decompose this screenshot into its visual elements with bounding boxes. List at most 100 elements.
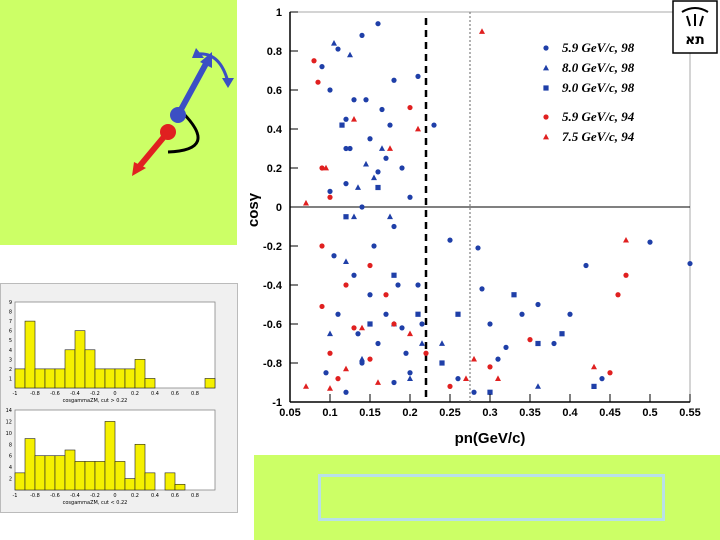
data-point	[447, 237, 453, 243]
data-point	[375, 184, 381, 191]
data-point	[615, 292, 621, 298]
blue-vector-arrow	[175, 58, 211, 117]
legend-marker	[543, 114, 549, 120]
x-tick-label: 0.45	[599, 407, 620, 419]
hist-x-tick: -0.6	[50, 493, 60, 499]
data-point	[343, 365, 349, 372]
histogram-2: -1 -0.8 -0.6 -0.4 -0.2 0 0.2 0.4 0.6 0.8 2 4 6 8 10 12 1…	[6, 408, 216, 506]
data-point	[407, 104, 413, 111]
data-point	[535, 301, 541, 308]
legend-label: 9.0 GeV/c, 98	[562, 80, 635, 95]
x-tick-label: 0.4	[562, 407, 578, 419]
green-panel-bottom	[254, 455, 720, 540]
data-point	[559, 331, 565, 337]
y-tick-label: 0.2	[267, 163, 282, 175]
data-point	[391, 77, 397, 83]
data-point	[375, 169, 381, 175]
data-point	[375, 379, 381, 385]
hist-x-tick: -0.6	[50, 391, 60, 397]
data-point	[391, 272, 397, 278]
data-point	[487, 389, 493, 395]
data-point	[331, 253, 337, 259]
data-point	[367, 321, 373, 327]
hist-y-tick: 8	[9, 442, 12, 448]
data-point	[423, 350, 429, 356]
hist-x-tick: 0	[113, 391, 116, 397]
hist-bar	[114, 461, 126, 491]
legend-label: 5.9 GeV/c, 94	[562, 109, 635, 124]
data-point	[475, 245, 481, 251]
hist-x-tick: -0.2	[90, 391, 100, 397]
data-point	[455, 376, 461, 382]
hist-y-tick: 2	[9, 367, 12, 373]
data-point	[327, 330, 333, 337]
data-point	[479, 286, 485, 292]
hist-bar	[144, 378, 156, 389]
histograms-svg: -1 -0.8 -0.6 -0.4 -0.2 0 0.2 0.4 0.6 0.8123456789…	[6, 300, 216, 506]
data-point	[327, 350, 333, 356]
data-point	[419, 321, 425, 327]
data-point	[311, 58, 317, 64]
data-point	[367, 292, 373, 298]
data-point	[323, 370, 329, 376]
red-particle	[160, 124, 176, 140]
data-point	[347, 145, 353, 152]
logo-icon: תא	[672, 0, 718, 54]
hist-x-tick: 0.4	[151, 391, 159, 397]
y-tick-label: 0.4	[267, 124, 283, 136]
red-arrowhead	[132, 162, 146, 176]
x-tick-label: 0.3	[482, 407, 497, 419]
data-point	[511, 292, 517, 298]
y-tick-label: -0.4	[263, 280, 283, 292]
hist-bar	[174, 483, 186, 491]
data-point	[415, 73, 421, 79]
hist-y-tick: 6	[9, 454, 12, 460]
histogram-panel: -1 -0.8 -0.6 -0.4 -0.2 0 0.2 0.4 0.6 0.8 1 2 3 4 5 6 7 8 9…	[0, 283, 238, 513]
y-axis-title: cosγ	[245, 192, 262, 227]
x-tick-label: 0.5	[642, 407, 657, 419]
hist-x-tick: 0.6	[171, 391, 179, 397]
hist-y-tick: 8	[9, 310, 12, 316]
data-point	[623, 272, 629, 278]
angle-diagram	[132, 48, 234, 176]
data-point	[479, 28, 485, 34]
university-logo: תא	[672, 0, 718, 54]
rotation-arrowhead-top	[192, 48, 204, 58]
x-tick-label: 0.2	[402, 407, 417, 419]
hist-title: cosgammaZM, cut < 0.22	[63, 500, 128, 506]
data-point	[407, 375, 413, 381]
data-point	[319, 243, 325, 249]
hist-x-tick: -1	[13, 493, 18, 499]
data-point	[407, 194, 413, 200]
hist-bar	[164, 472, 176, 491]
data-point	[343, 145, 349, 152]
data-point	[407, 370, 413, 376]
data-point	[395, 282, 401, 288]
y-tick-label: 0	[276, 202, 282, 214]
legend-marker	[543, 64, 549, 71]
data-point	[407, 330, 413, 337]
data-point	[487, 321, 493, 327]
data-point	[415, 282, 421, 288]
hist-x-tick: 0	[113, 493, 116, 499]
data-point	[647, 239, 653, 245]
data-point	[527, 337, 533, 343]
data-point	[367, 136, 373, 142]
hist-bar	[134, 359, 146, 389]
rotation-arrowhead-bottom	[222, 78, 234, 88]
data-point	[379, 106, 385, 113]
data-point	[351, 213, 357, 220]
data-point	[623, 236, 629, 243]
hist-bar	[144, 472, 156, 491]
data-point	[503, 344, 509, 350]
data-point	[471, 389, 477, 395]
data-point	[343, 214, 349, 220]
data-point	[471, 355, 477, 362]
logo-letters: תא	[685, 32, 705, 48]
data-point	[415, 125, 421, 132]
data-point	[535, 340, 541, 347]
data-point	[359, 204, 365, 210]
data-point	[391, 379, 397, 386]
hist-x-tick: 0.6	[171, 493, 179, 499]
